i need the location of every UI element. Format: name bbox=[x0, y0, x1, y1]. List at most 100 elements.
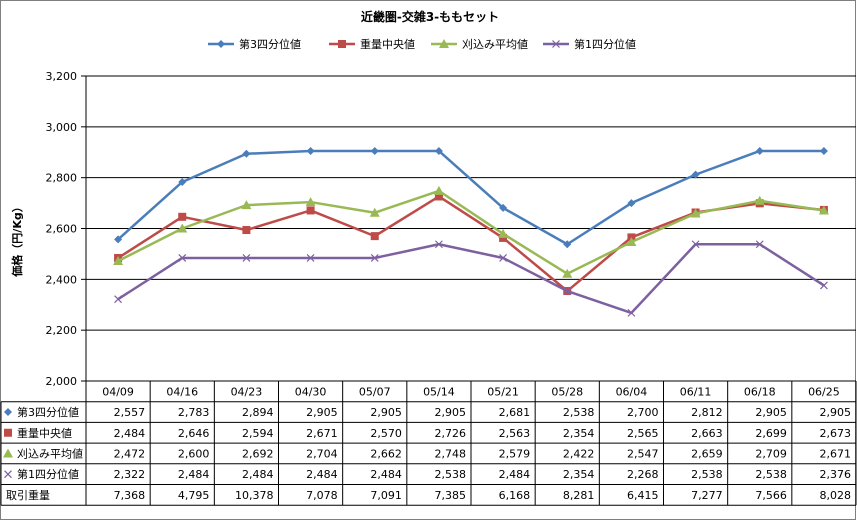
legend-marker bbox=[552, 40, 560, 48]
table-cell: 2,484 bbox=[242, 468, 274, 481]
data-point bbox=[241, 200, 252, 210]
table-cell: 2,472 bbox=[114, 447, 146, 460]
x-tick-label: 04/16 bbox=[166, 385, 198, 398]
x-marker-stroke bbox=[552, 40, 560, 48]
x-marker-stroke bbox=[114, 295, 123, 304]
table-cell: 2,354 bbox=[563, 468, 595, 481]
x-tick-label: 04/23 bbox=[231, 385, 263, 398]
table-cell: 2,699 bbox=[755, 427, 787, 440]
x-marker-stroke bbox=[499, 254, 508, 262]
table-cell: 2,547 bbox=[627, 447, 659, 460]
table-cell: 2,376 bbox=[820, 468, 852, 481]
y-axis-label: 価格（円/Kg） bbox=[10, 201, 24, 277]
legend-label: 刈込み平均値 bbox=[462, 38, 528, 51]
table-cell: 2,600 bbox=[178, 447, 210, 460]
series-x bbox=[114, 240, 828, 317]
table-cell: 2,557 bbox=[114, 406, 146, 419]
y-tick-label: 3,200 bbox=[46, 70, 78, 83]
x-marker-stroke bbox=[755, 240, 764, 249]
x-marker-stroke bbox=[370, 254, 379, 262]
data-point bbox=[433, 185, 444, 195]
data-point bbox=[370, 146, 379, 155]
data-point bbox=[114, 295, 123, 304]
table-legend-key bbox=[4, 428, 12, 437]
table-cell: 2,563 bbox=[499, 427, 531, 440]
data-table: 04/09 04/16 04/23 04/30 05/07 05/14 05/21 05/28… bbox=[0, 380, 857, 506]
x-tick-label: 04/09 bbox=[102, 385, 134, 398]
table-cell: 7,385 bbox=[435, 489, 467, 502]
table-cell: 2,681 bbox=[499, 406, 531, 419]
x-marker-stroke bbox=[306, 254, 315, 262]
table-legend-key bbox=[4, 470, 12, 479]
x-tick-label: 05/07 bbox=[359, 385, 391, 398]
legend-label: 重量中央値 bbox=[360, 37, 415, 51]
data-point bbox=[370, 254, 379, 262]
data-point bbox=[242, 149, 251, 158]
x-tick-label: 05/28 bbox=[551, 385, 583, 398]
x-tick-label: 05/21 bbox=[487, 385, 519, 398]
data-point bbox=[627, 199, 636, 208]
table-cell: 2,671 bbox=[306, 427, 338, 440]
data-point bbox=[562, 268, 573, 278]
x-marker-stroke bbox=[691, 240, 700, 249]
table-cell: 2,484 bbox=[178, 468, 210, 481]
data-point bbox=[499, 254, 508, 262]
data-point bbox=[690, 208, 701, 218]
table-cell: 2,663 bbox=[691, 427, 723, 440]
legend-marker bbox=[217, 40, 225, 48]
table-cell: 10,378 bbox=[235, 489, 274, 502]
table-row-label: 第3四分位値 bbox=[17, 405, 79, 419]
x-tick-label: 05/14 bbox=[423, 385, 455, 398]
table-cell: 2,354 bbox=[563, 427, 595, 440]
table-cell: 2,594 bbox=[242, 427, 274, 440]
data-point bbox=[306, 146, 315, 155]
table-cell: 7,277 bbox=[691, 489, 723, 502]
table-cell: 2,565 bbox=[627, 427, 659, 440]
data-point bbox=[177, 223, 188, 233]
data-point bbox=[305, 197, 316, 207]
table-cell: 7,566 bbox=[755, 489, 787, 502]
table-cell: 2,484 bbox=[370, 468, 402, 481]
x-marker-stroke bbox=[178, 254, 187, 262]
data-point bbox=[691, 240, 700, 249]
table-cell: 2,692 bbox=[242, 447, 274, 460]
series-triangle bbox=[113, 185, 829, 278]
data-point bbox=[369, 207, 380, 217]
table-cell: 2,659 bbox=[691, 447, 723, 460]
y-tick-label: 2,200 bbox=[46, 324, 78, 337]
legend-marker bbox=[338, 40, 346, 48]
table-cell: 2,671 bbox=[820, 447, 852, 460]
table-cell: 2,905 bbox=[820, 406, 852, 419]
x-tick-label: 06/25 bbox=[808, 385, 840, 398]
legend-label: 第1四分位値 bbox=[574, 37, 636, 51]
data-point bbox=[178, 212, 187, 221]
data-point bbox=[626, 236, 637, 246]
table-cell: 2,538 bbox=[435, 468, 467, 481]
table-cell: 4,795 bbox=[178, 489, 210, 502]
data-point bbox=[242, 254, 251, 262]
table-cell: 2,538 bbox=[563, 406, 595, 419]
data-point bbox=[498, 228, 509, 238]
data-point bbox=[434, 146, 443, 155]
data-point bbox=[499, 203, 508, 212]
table-cell: 2,538 bbox=[691, 468, 723, 481]
data-point bbox=[563, 240, 572, 249]
table-cell: 8,281 bbox=[563, 489, 595, 502]
series-line bbox=[117, 189, 825, 275]
data-point bbox=[754, 195, 765, 205]
x-marker-stroke bbox=[4, 470, 12, 479]
x-marker-stroke bbox=[627, 308, 636, 317]
data-point bbox=[563, 287, 572, 295]
table-cell: 8,028 bbox=[820, 489, 852, 502]
table-cell: 2,700 bbox=[627, 406, 659, 419]
data-point bbox=[306, 254, 315, 262]
y-tick-label: 3,000 bbox=[46, 121, 78, 134]
legend: 第3四分位値 重量中央値 刈込み平均値 第1四分位値 bbox=[208, 37, 636, 51]
series-line bbox=[117, 149, 824, 246]
data-point bbox=[434, 240, 443, 249]
data-point bbox=[178, 177, 187, 186]
table-cell: 2,905 bbox=[306, 406, 338, 419]
data-point bbox=[113, 256, 124, 266]
